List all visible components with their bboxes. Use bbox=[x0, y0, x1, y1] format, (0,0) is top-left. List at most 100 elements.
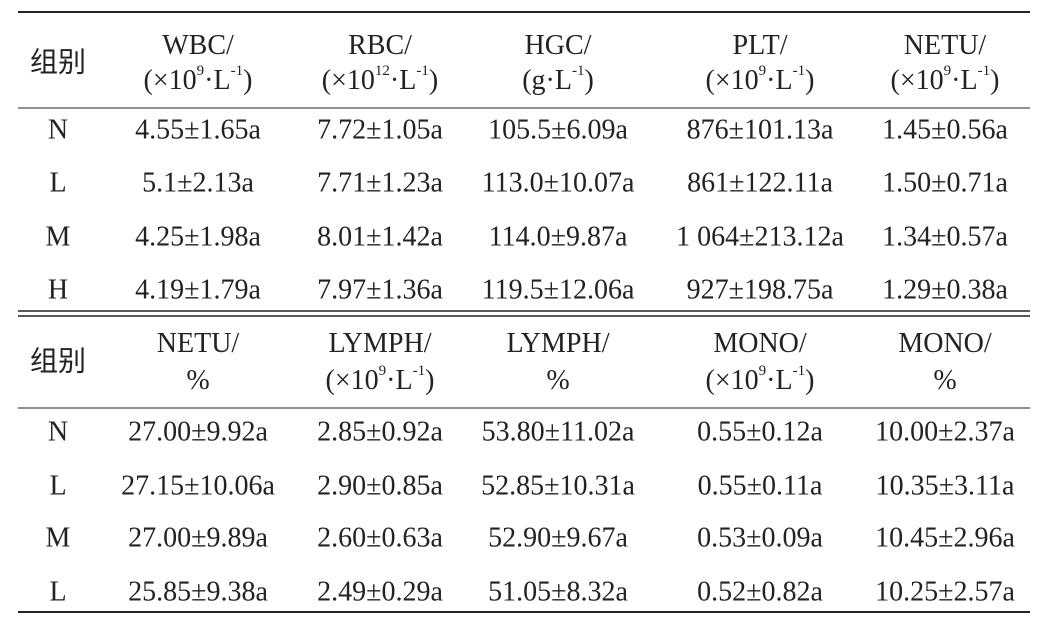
value-cell: 2.85±0.92a bbox=[317, 417, 443, 448]
value-cell: 927±198.75a bbox=[687, 275, 834, 306]
value-cell: 0.53±0.09a bbox=[697, 523, 823, 554]
header-text: PLT/ bbox=[733, 30, 788, 61]
group-cell: N bbox=[48, 417, 68, 448]
header-text: ·L bbox=[951, 65, 977, 96]
value-cell: 0.52±0.82a bbox=[697, 577, 823, 608]
value-cell: 10.25±2.57a bbox=[875, 577, 1015, 608]
header-text: (×10 bbox=[706, 365, 759, 396]
value-cell: 1.50±0.71a bbox=[882, 168, 1008, 199]
header-text: ·L bbox=[204, 65, 230, 96]
header-text: 组别 bbox=[30, 345, 86, 377]
header-text: ·L bbox=[766, 65, 792, 96]
group-cell: M bbox=[46, 523, 71, 554]
value-cell: 7.71±1.23a bbox=[317, 168, 443, 199]
value-cell: 861±122.11a bbox=[687, 168, 833, 199]
header-cell: 组别 bbox=[30, 46, 86, 78]
value-cell: 1.45±0.56a bbox=[882, 115, 1008, 146]
value-cell: 1.29±0.38a bbox=[882, 275, 1008, 306]
value-cell: 2.90±0.85a bbox=[317, 471, 443, 502]
header-cell: LYMPH/ bbox=[507, 328, 610, 359]
header-text: NETU/ bbox=[157, 328, 240, 359]
superscript: -1 bbox=[572, 63, 585, 79]
value-cell: 0.55±0.12a bbox=[697, 417, 823, 448]
header-cell: 组别 bbox=[30, 345, 86, 377]
header-cell: HGC/ bbox=[525, 30, 592, 61]
superscript: 9 bbox=[759, 63, 767, 79]
value-cell: 1.34±0.57a bbox=[882, 222, 1008, 253]
superscript: 9 bbox=[944, 63, 952, 79]
value-cell: 2.60±0.63a bbox=[317, 523, 443, 554]
header-cell: PLT/ bbox=[733, 30, 788, 61]
superscript: 12 bbox=[375, 63, 390, 79]
value-cell: 52.90±9.67a bbox=[488, 523, 628, 554]
header-text: ) bbox=[429, 65, 438, 96]
superscript: -1 bbox=[413, 363, 426, 379]
value-cell: 1 064±213.12a bbox=[676, 222, 844, 253]
header-text: ) bbox=[584, 65, 593, 96]
header-text: MONO/ bbox=[713, 328, 807, 359]
header-cell: RBC/ bbox=[348, 30, 412, 61]
value-cell: 8.01±1.42a bbox=[317, 222, 443, 253]
header-text: % bbox=[186, 365, 209, 396]
header-cell: NETU/ bbox=[157, 328, 240, 359]
value-cell: 113.0±10.07a bbox=[482, 168, 635, 199]
superscript: 9 bbox=[379, 363, 387, 379]
value-cell: 119.5±12.06a bbox=[482, 275, 635, 306]
header-text: WBC/ bbox=[162, 30, 234, 61]
header-text: % bbox=[546, 365, 569, 396]
value-cell: 2.49±0.29a bbox=[317, 577, 443, 608]
header-cell: MONO/ bbox=[713, 328, 807, 359]
value-cell: 105.5±6.09a bbox=[488, 115, 628, 146]
header-text: LYMPH/ bbox=[329, 328, 432, 359]
header-cell: (×109·L-1) bbox=[326, 363, 435, 396]
header-text: ) bbox=[425, 365, 434, 396]
header-text: ·L bbox=[766, 365, 792, 396]
header-text: NETU/ bbox=[904, 30, 987, 61]
group-cell: L bbox=[49, 471, 66, 502]
value-cell: 53.80±11.02a bbox=[482, 417, 635, 448]
value-cell: 4.19±1.79a bbox=[135, 275, 261, 306]
value-cell: 4.55±1.65a bbox=[135, 115, 261, 146]
header-text: ·L bbox=[386, 365, 412, 396]
header-cell: (×109·L-1) bbox=[891, 63, 1000, 96]
group-cell: L bbox=[49, 168, 66, 199]
header-cell: NETU/ bbox=[904, 30, 987, 61]
superscript: -1 bbox=[793, 63, 806, 79]
group-cell: L bbox=[49, 577, 66, 608]
header-cell: % bbox=[933, 365, 956, 396]
header-text: (×10 bbox=[891, 65, 944, 96]
value-cell: 10.00±2.37a bbox=[875, 417, 1015, 448]
value-cell: 52.85±10.31a bbox=[481, 471, 635, 502]
value-cell: 114.0±9.87a bbox=[489, 222, 628, 253]
header-cell: LYMPH/ bbox=[329, 328, 432, 359]
header-cell: (×109·L-1) bbox=[706, 363, 815, 396]
superscript: -1 bbox=[793, 363, 806, 379]
value-cell: 27.00±9.92a bbox=[128, 417, 268, 448]
header-cell: % bbox=[546, 365, 569, 396]
group-cell: H bbox=[48, 275, 68, 306]
value-cell: 876±101.13a bbox=[687, 115, 834, 146]
header-text: % bbox=[933, 365, 956, 396]
header-text: (×10 bbox=[326, 365, 379, 396]
header-text: (×10 bbox=[706, 65, 759, 96]
value-cell: 25.85±9.38a bbox=[128, 577, 268, 608]
value-cell: 7.97±1.36a bbox=[317, 275, 443, 306]
header-text: (g·L bbox=[522, 65, 572, 96]
superscript: 9 bbox=[759, 363, 767, 379]
value-cell: 0.55±0.11a bbox=[698, 471, 823, 502]
header-cell: % bbox=[186, 365, 209, 396]
header-cell: (g·L-1) bbox=[522, 63, 594, 96]
value-cell: 27.00±9.89a bbox=[128, 523, 268, 554]
header-text: ·L bbox=[390, 65, 416, 96]
header-text: ) bbox=[990, 65, 999, 96]
value-cell: 27.15±10.06a bbox=[121, 471, 275, 502]
header-cell: (×109·L-1) bbox=[706, 63, 815, 96]
header-text: LYMPH/ bbox=[507, 328, 610, 359]
header-text: (×10 bbox=[144, 65, 197, 96]
header-text: ) bbox=[805, 365, 814, 396]
superscript: 9 bbox=[197, 63, 205, 79]
value-cell: 51.05±8.32a bbox=[488, 577, 628, 608]
header-cell: MONO/ bbox=[898, 328, 992, 359]
header-text: 组别 bbox=[30, 46, 86, 78]
value-cell: 10.35±3.11a bbox=[876, 471, 1015, 502]
